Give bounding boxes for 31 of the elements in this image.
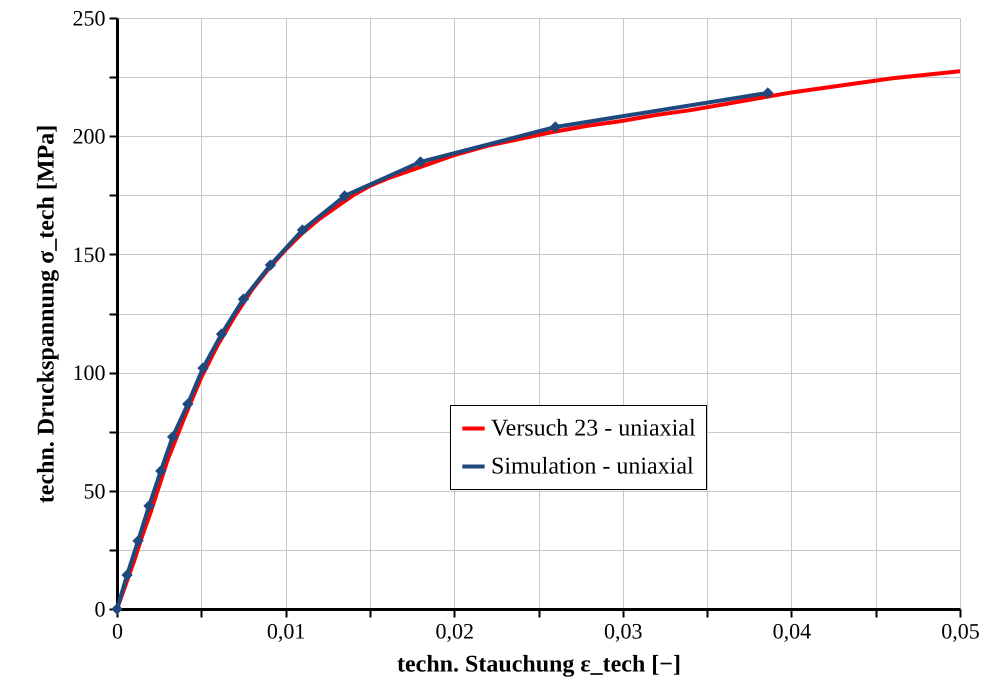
x-tick-label: 0,03 [604, 618, 643, 644]
y-tick-label: 100 [72, 360, 106, 386]
point [143, 500, 155, 512]
x-tick-label: 0,04 [772, 618, 812, 644]
y-tick-label: 50 [84, 478, 106, 504]
x-axis-title: techn. Stauchung ε_tech [−] [397, 652, 681, 678]
legend-label: Simulation - uniaxial [491, 454, 694, 480]
point [121, 569, 133, 581]
x-tick-label: 0,01 [266, 618, 306, 644]
point [264, 259, 276, 271]
point [216, 328, 228, 340]
point [238, 293, 250, 305]
y-tick-label: 150 [72, 242, 106, 267]
point [414, 156, 426, 168]
point [166, 431, 178, 443]
point [550, 121, 562, 133]
point [762, 87, 774, 99]
point [182, 398, 194, 410]
y-tick-label: 0 [94, 596, 106, 622]
x-tick-label: 0,05 [941, 618, 980, 644]
x-tick-label: 0,02 [435, 618, 474, 644]
y-tick-label: 200 [72, 124, 106, 149]
point [132, 535, 144, 547]
legend-label: Versuch 23 - uniaxial [491, 416, 696, 442]
point [296, 224, 308, 236]
point [197, 362, 209, 374]
x-tick-label: 0 [112, 618, 123, 644]
y-axis-title: techn. Druckspannung σ_tech [MPa] [34, 124, 60, 504]
y-tick-label: 250 [72, 6, 106, 30]
point [155, 465, 167, 477]
point [338, 190, 350, 202]
